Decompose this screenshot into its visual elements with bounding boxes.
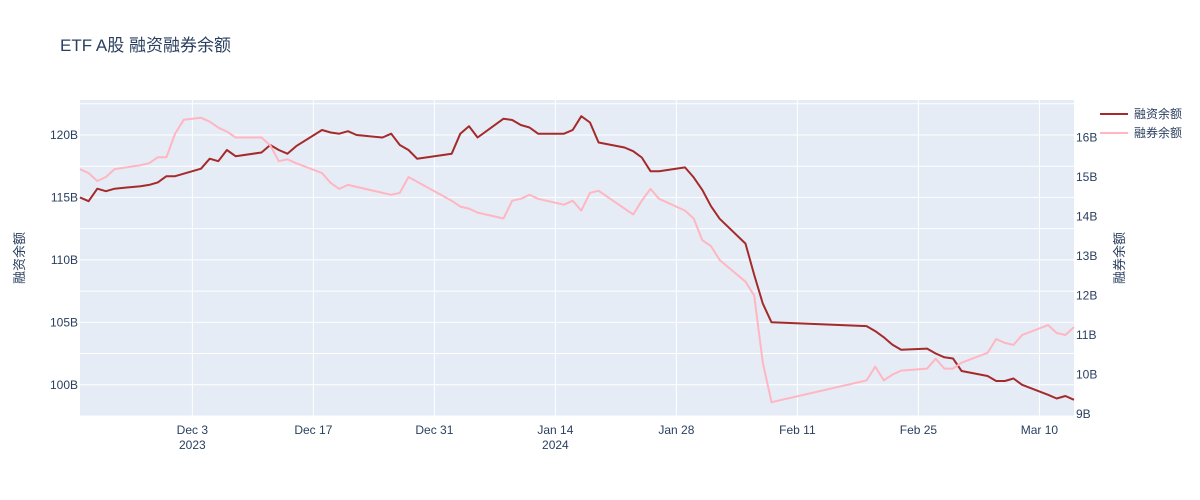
x-tick-label: Mar 10 — [1021, 423, 1059, 437]
y-left-tick-label: 120B — [50, 128, 78, 142]
series-line-2[interactable] — [79, 116, 1075, 404]
chart-title: ETF A股 融资融券余额 — [60, 36, 231, 55]
y-left-axis-ticks: 100B 105B 110B 115B 120B — [50, 128, 78, 392]
y-right-axis-ticks: 9B 10B 11B 12B 13B 14B 15B 16B — [1076, 131, 1097, 422]
y-right-tick-label: 10B — [1076, 368, 1097, 382]
y-right-tick-label: 15B — [1076, 170, 1097, 184]
x-tick-label: Dec 31 — [415, 423, 453, 437]
x-tick-label: Jan 14 — [537, 423, 573, 437]
y-right-tick-label: 9B — [1076, 407, 1091, 421]
x-tick-label: Feb 11 — [779, 423, 816, 437]
legend-label: 融券余额 — [1134, 125, 1182, 140]
plot-area — [80, 100, 1074, 416]
legend-item-1[interactable]: 融资余额 — [1100, 106, 1182, 121]
x-tick-label: Feb 25 — [900, 423, 938, 437]
x-tick-year-label: 2023 — [179, 438, 206, 452]
x-tick-label: Jan 28 — [658, 423, 694, 437]
gridlines — [80, 100, 1074, 417]
x-tick-year-label: 2024 — [542, 438, 569, 452]
legend-item-2[interactable]: 融券余额 — [1100, 125, 1182, 140]
y-right-tick-label: 16B — [1076, 131, 1097, 145]
y-right-axis-title: 融券余额 — [1112, 232, 1127, 284]
series-line-1[interactable] — [79, 115, 1075, 401]
y-left-tick-label: 110B — [51, 253, 78, 267]
legend-label: 融资余额 — [1134, 106, 1182, 121]
y-left-tick-label: 115B — [51, 190, 78, 204]
x-tick-label: Dec 17 — [294, 423, 332, 437]
y-right-tick-label: 11B — [1076, 328, 1096, 342]
y-right-tick-label: 13B — [1076, 249, 1097, 263]
x-tick-label: Dec 3 — [177, 423, 209, 437]
y-right-tick-label: 12B — [1076, 289, 1097, 303]
series-layer — [79, 115, 1075, 404]
y-left-tick-label: 100B — [50, 378, 78, 392]
y-left-tick-label: 105B — [50, 315, 78, 329]
y-left-axis-title: 融资余额 — [12, 232, 27, 284]
y-right-tick-label: 14B — [1076, 210, 1097, 224]
